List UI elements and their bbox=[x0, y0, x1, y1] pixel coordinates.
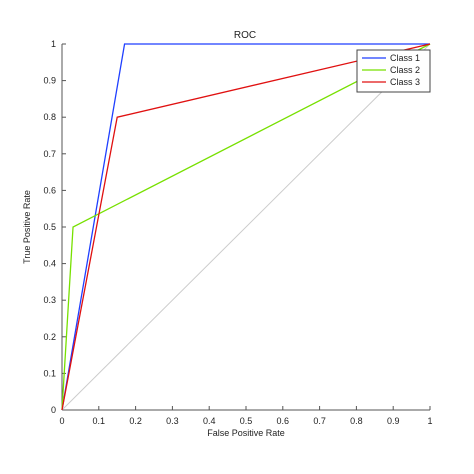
y-tick-label: 0.8 bbox=[43, 112, 56, 122]
y-tick-label: 0.3 bbox=[43, 295, 56, 305]
diagonal-reference-line bbox=[61, 43, 431, 411]
legend-box bbox=[356, 49, 431, 93]
legend-label-class-1: Class 1 bbox=[390, 53, 420, 63]
x-tick-label: 0.4 bbox=[203, 416, 216, 426]
y-tick-label: 0.7 bbox=[43, 149, 56, 159]
x-tick-label: 0 bbox=[59, 416, 64, 426]
chart-title: ROC bbox=[234, 30, 256, 41]
x-ticks: 0 0.1 0.2 0.3 0.4 0.5 0.6 0.7 0.8 0.9 1 bbox=[59, 406, 433, 426]
x-tick-label: 0.1 bbox=[93, 416, 106, 426]
series-lines bbox=[61, 43, 431, 411]
y-tick-label: 0.9 bbox=[43, 76, 56, 86]
series-line-class-2 bbox=[61, 43, 431, 411]
series-line-class-1 bbox=[61, 43, 430, 411]
legend-label-class-2: Class 2 bbox=[390, 65, 420, 75]
x-tick-label: 0.7 bbox=[313, 416, 326, 426]
y-tick-label: 0.4 bbox=[43, 259, 56, 269]
x-tick-label: 0.6 bbox=[277, 416, 290, 426]
y-tick-label: 1 bbox=[51, 39, 56, 49]
x-tick-label: 0.3 bbox=[166, 416, 179, 426]
series-line-class-3 bbox=[61, 43, 431, 411]
x-tick-label: 0.8 bbox=[350, 416, 363, 426]
x-tick-label: 0.2 bbox=[129, 416, 142, 426]
x-tick-label: 0.5 bbox=[240, 416, 253, 426]
x-axis-label: False Positive Rate bbox=[207, 428, 285, 438]
y-axis-label: True Positive Rate bbox=[22, 190, 32, 264]
legend: Class 1 Class 2 Class 3 bbox=[356, 49, 431, 93]
x-tick-label: 0.9 bbox=[387, 416, 400, 426]
y-tick-label: 0.1 bbox=[43, 368, 56, 378]
y-tick-label: 0.5 bbox=[43, 222, 56, 232]
y-tick-label: 0.6 bbox=[43, 185, 56, 195]
y-tick-label: 0 bbox=[51, 405, 56, 415]
x-tick-label: 1 bbox=[427, 416, 432, 426]
y-tick-label: 0.2 bbox=[43, 332, 56, 342]
y-ticks: 0 0.1 0.2 0.3 0.4 0.5 0.6 0.7 0.8 0.9 1 bbox=[43, 39, 66, 415]
legend-label-class-3: Class 3 bbox=[390, 77, 420, 87]
